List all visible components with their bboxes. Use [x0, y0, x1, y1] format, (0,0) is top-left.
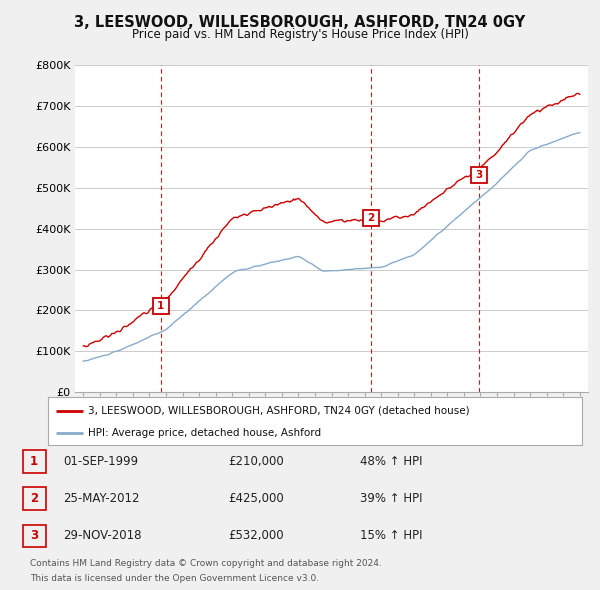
Text: £210,000: £210,000 [228, 455, 284, 468]
Text: £532,000: £532,000 [228, 529, 284, 542]
Text: 01-SEP-1999: 01-SEP-1999 [63, 455, 138, 468]
Text: This data is licensed under the Open Government Licence v3.0.: This data is licensed under the Open Gov… [30, 574, 319, 583]
Text: 3, LEESWOOD, WILLESBOROUGH, ASHFORD, TN24 0GY (detached house): 3, LEESWOOD, WILLESBOROUGH, ASHFORD, TN2… [88, 405, 470, 415]
Text: 39% ↑ HPI: 39% ↑ HPI [360, 492, 422, 505]
Text: 2: 2 [367, 214, 374, 224]
Text: 1: 1 [157, 301, 164, 312]
Text: 29-NOV-2018: 29-NOV-2018 [63, 529, 142, 542]
Text: 3: 3 [475, 169, 482, 179]
Text: 1: 1 [30, 455, 38, 468]
Text: 3: 3 [30, 529, 38, 542]
Text: 48% ↑ HPI: 48% ↑ HPI [360, 455, 422, 468]
Text: Contains HM Land Registry data © Crown copyright and database right 2024.: Contains HM Land Registry data © Crown c… [30, 559, 382, 568]
Text: Price paid vs. HM Land Registry's House Price Index (HPI): Price paid vs. HM Land Registry's House … [131, 28, 469, 41]
Text: 25-MAY-2012: 25-MAY-2012 [63, 492, 139, 505]
Text: 15% ↑ HPI: 15% ↑ HPI [360, 529, 422, 542]
Text: £425,000: £425,000 [228, 492, 284, 505]
Text: 3, LEESWOOD, WILLESBOROUGH, ASHFORD, TN24 0GY: 3, LEESWOOD, WILLESBOROUGH, ASHFORD, TN2… [74, 15, 526, 30]
Text: HPI: Average price, detached house, Ashford: HPI: Average price, detached house, Ashf… [88, 428, 321, 438]
Text: 2: 2 [30, 492, 38, 505]
